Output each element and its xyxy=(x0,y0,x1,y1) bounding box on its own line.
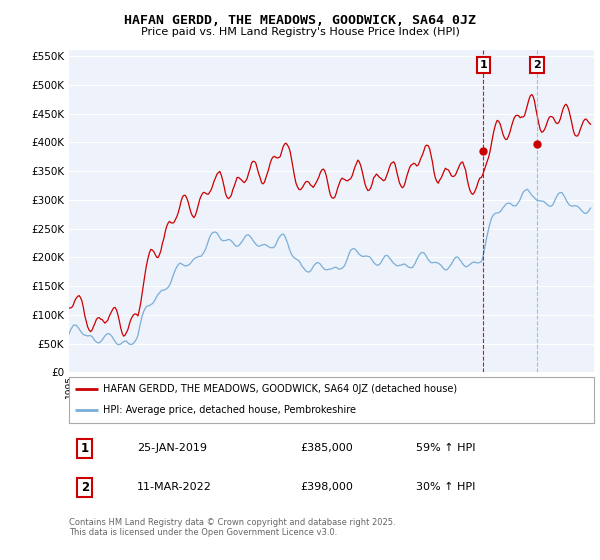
Text: Price paid vs. HM Land Registry's House Price Index (HPI): Price paid vs. HM Land Registry's House … xyxy=(140,27,460,37)
Text: 2: 2 xyxy=(533,60,541,70)
Text: 2: 2 xyxy=(80,481,89,494)
Text: HPI: Average price, detached house, Pembrokeshire: HPI: Average price, detached house, Pemb… xyxy=(103,405,356,416)
Text: 1: 1 xyxy=(80,442,89,455)
Text: HAFAN GERDD, THE MEADOWS, GOODWICK, SA64 0JZ (detached house): HAFAN GERDD, THE MEADOWS, GOODWICK, SA64… xyxy=(103,384,457,394)
Text: £398,000: £398,000 xyxy=(300,482,353,492)
Text: Contains HM Land Registry data © Crown copyright and database right 2025.
This d: Contains HM Land Registry data © Crown c… xyxy=(69,518,395,538)
Text: £385,000: £385,000 xyxy=(300,444,353,454)
Text: 59% ↑ HPI: 59% ↑ HPI xyxy=(415,444,475,454)
Text: HAFAN GERDD, THE MEADOWS, GOODWICK, SA64 0JZ: HAFAN GERDD, THE MEADOWS, GOODWICK, SA64… xyxy=(124,14,476,27)
Text: 25-JAN-2019: 25-JAN-2019 xyxy=(137,444,207,454)
Text: 11-MAR-2022: 11-MAR-2022 xyxy=(137,482,212,492)
Text: 1: 1 xyxy=(479,60,487,70)
Text: 30% ↑ HPI: 30% ↑ HPI xyxy=(415,482,475,492)
